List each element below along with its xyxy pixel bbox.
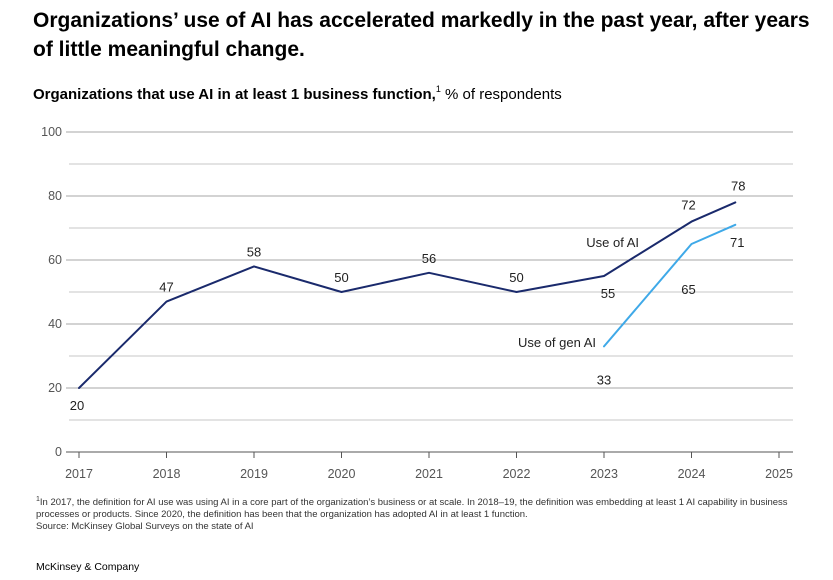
series-line-use-of-gen-ai — [603, 223, 737, 348]
data-label-ai-2024.5: 78 — [731, 178, 745, 193]
data-label-ai-2022: 50 — [509, 270, 523, 285]
series-label-use-of-ai: Use of AI — [586, 235, 639, 250]
source-line: Source: McKinsey Global Surveys on the s… — [36, 521, 254, 533]
x-tick-label-2022: 2022 — [503, 467, 531, 481]
x-tick-label-2024: 2024 — [678, 467, 706, 481]
y-tick-label-0: 0 — [55, 445, 62, 459]
data-label-gen-ai-2024: 65 — [681, 282, 695, 297]
subtitle-unit: % of respondents — [440, 86, 562, 103]
x-tick-label-2021: 2021 — [415, 467, 443, 481]
x-tick-label-2018: 2018 — [153, 467, 181, 481]
brand-name: McKinsey & Company — [36, 561, 140, 573]
x-tick-label-2019: 2019 — [240, 467, 268, 481]
subtitle-main: Organizations that use AI in at least 1 … — [33, 86, 436, 103]
x-tick-label-2023: 2023 — [590, 467, 618, 481]
data-label-ai-2023: 55 — [601, 286, 615, 301]
y-tick-label-40: 40 — [48, 317, 62, 331]
y-tick-label-100: 100 — [41, 125, 62, 139]
y-tick-label-20: 20 — [48, 381, 62, 395]
x-tick-label-2020: 2020 — [328, 467, 356, 481]
series-label-use-of-gen-ai: Use of gen AI — [518, 335, 596, 350]
data-label-gen-ai-2023: 33 — [597, 372, 611, 387]
footnote-marker: 1 — [36, 496, 40, 503]
y-tick-label-60: 60 — [48, 253, 62, 267]
x-tick-label-2025: 2025 — [765, 467, 793, 481]
data-label-ai-2024: 72 — [681, 198, 695, 213]
data-label-gen-ai-2024.5: 71 — [730, 235, 744, 250]
y-tick-label-80: 80 — [48, 189, 62, 203]
data-label-ai-2021: 56 — [422, 251, 436, 266]
series-line-use-of-ai — [78, 201, 737, 389]
chart-headline: Organizations’ use of AI has accelerated… — [33, 9, 810, 61]
data-label-ai-2018: 47 — [159, 280, 173, 295]
data-label-ai-2020: 50 — [334, 270, 348, 285]
data-label-ai-2019: 58 — [247, 244, 261, 259]
chart-subtitle: Organizations that use AI in at least 1 … — [33, 84, 562, 103]
data-label-ai-2017: 20 — [70, 398, 84, 413]
x-tick-label-2017: 2017 — [65, 467, 93, 481]
footnote-body: In 2017, the definition for AI use was u… — [36, 497, 788, 521]
footnote: 1In 2017, the definition for AI use was … — [36, 494, 806, 533]
line-chart: 0 20 40 60 80 100 2017 2018 2019 2020 2021 2022 2023… — [41, 125, 793, 481]
subtitle-footnote-marker: 1 — [435, 84, 441, 94]
footnote-text: 1In 2017, the definition for AI use was … — [36, 494, 806, 521]
